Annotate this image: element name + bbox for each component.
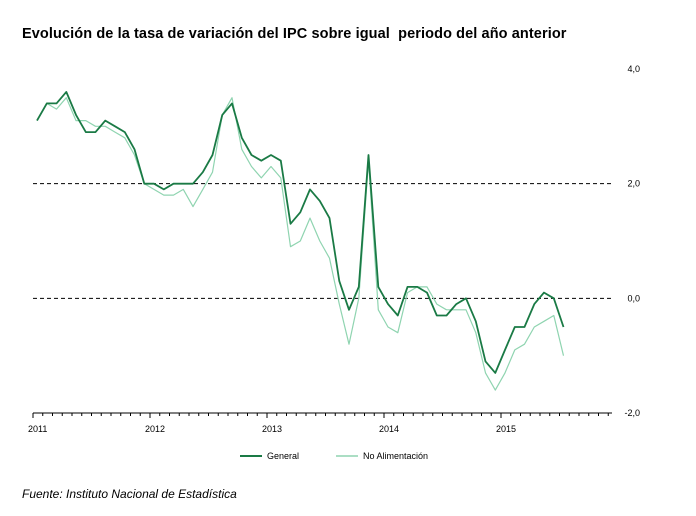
legend: General No Alimentación bbox=[240, 451, 428, 461]
legend-label: No Alimentación bbox=[363, 451, 428, 461]
series-layer bbox=[36, 91, 565, 391]
x-tick-label: 2014 bbox=[379, 424, 399, 434]
y-tick-label: 2,0 bbox=[627, 179, 640, 189]
y-tick-labels: 4,0 2,0 0,0 -2,0 bbox=[624, 64, 640, 418]
series-line-no-alimentación bbox=[36, 97, 565, 391]
series-line-general bbox=[36, 91, 565, 374]
x-tick-label: 2015 bbox=[496, 424, 516, 434]
x-tick-label: 2011 bbox=[28, 424, 47, 434]
source-note: Fuente: Instituto Nacional de Estadístic… bbox=[22, 487, 237, 501]
y-tick-label: -2,0 bbox=[624, 408, 640, 418]
reference-lines bbox=[33, 183, 612, 299]
chart-axes bbox=[32, 412, 612, 418]
chart-title: Evolución de la tasa de variación del IP… bbox=[22, 26, 567, 42]
x-tick-label: 2012 bbox=[145, 424, 165, 434]
legend-label: General bbox=[267, 451, 299, 461]
x-tick-label: 2013 bbox=[262, 424, 282, 434]
y-tick-label: 4,0 bbox=[627, 64, 640, 74]
x-tick-labels: 2011 2012 2013 2014 2015 bbox=[28, 424, 516, 434]
y-tick-label: 0,0 bbox=[627, 293, 640, 303]
